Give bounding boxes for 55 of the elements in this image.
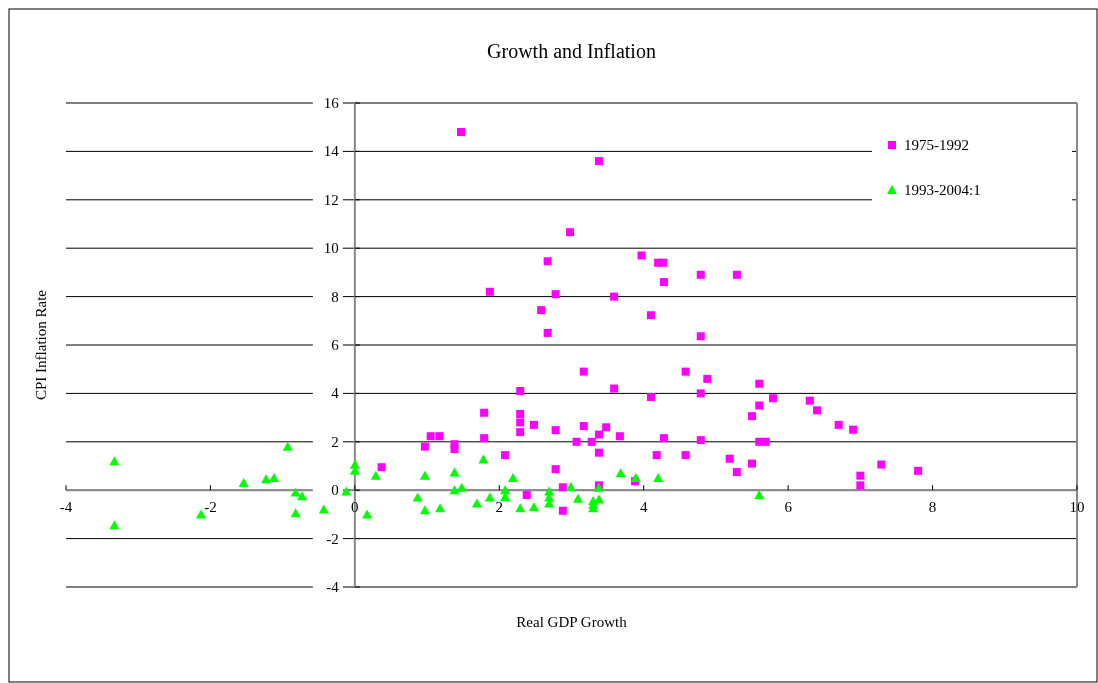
point [419, 470, 430, 480]
point [419, 505, 430, 515]
y-tick-label: 0 [331, 482, 339, 499]
y-tick-label: 12 [323, 191, 339, 208]
point [449, 467, 460, 477]
x-tick-label: 10 [1069, 499, 1085, 516]
x-tick-label: -4 [59, 499, 73, 516]
point [261, 474, 272, 484]
point [268, 473, 279, 483]
x-tick-label: 4 [639, 499, 648, 516]
y-tick-label: -2 [326, 530, 339, 547]
point [109, 520, 120, 530]
point [630, 473, 641, 483]
x-tick-label: 0 [351, 499, 359, 516]
point [565, 482, 576, 492]
x-axis-title: Real GDP Growth [516, 614, 628, 630]
point [362, 509, 373, 519]
y-tick-label: 2 [331, 433, 339, 450]
x-tick-label: 8 [928, 499, 937, 516]
y-axis-title: CPI Inflation Rate [33, 289, 49, 400]
point [615, 468, 626, 478]
point [290, 487, 301, 497]
point [449, 485, 460, 495]
point [341, 486, 352, 496]
y-tick-label: -4 [326, 579, 340, 595]
point [573, 493, 583, 503]
point [508, 473, 519, 483]
x-tick-label: 6 [784, 499, 793, 516]
point [109, 456, 120, 466]
x-tick-label: -2 [204, 499, 217, 516]
legend-label: 1993-2004:1 [904, 182, 981, 198]
point [478, 454, 489, 464]
point [435, 503, 446, 513]
point [297, 491, 308, 501]
y-tick-label: 14 [323, 143, 340, 160]
point [515, 503, 526, 513]
point [500, 485, 511, 495]
y-tick-label: 10 [323, 240, 339, 257]
chart-title: Growth and Inflation [487, 40, 656, 62]
y-tick-label: 16 [323, 95, 340, 111]
y-tick-label: 4 [331, 385, 340, 402]
point [318, 504, 329, 514]
point [290, 508, 301, 518]
point [238, 477, 249, 487]
point [370, 470, 381, 480]
legend-label: 1975-1992 [904, 137, 969, 153]
point [471, 498, 482, 508]
y-tick-label: 6 [331, 337, 340, 353]
point [456, 482, 467, 492]
point [282, 441, 293, 451]
point [528, 502, 539, 512]
y-tick-label: 8 [331, 288, 339, 305]
point [653, 473, 664, 483]
point [754, 490, 765, 500]
x-tick-label: 2 [495, 499, 504, 516]
